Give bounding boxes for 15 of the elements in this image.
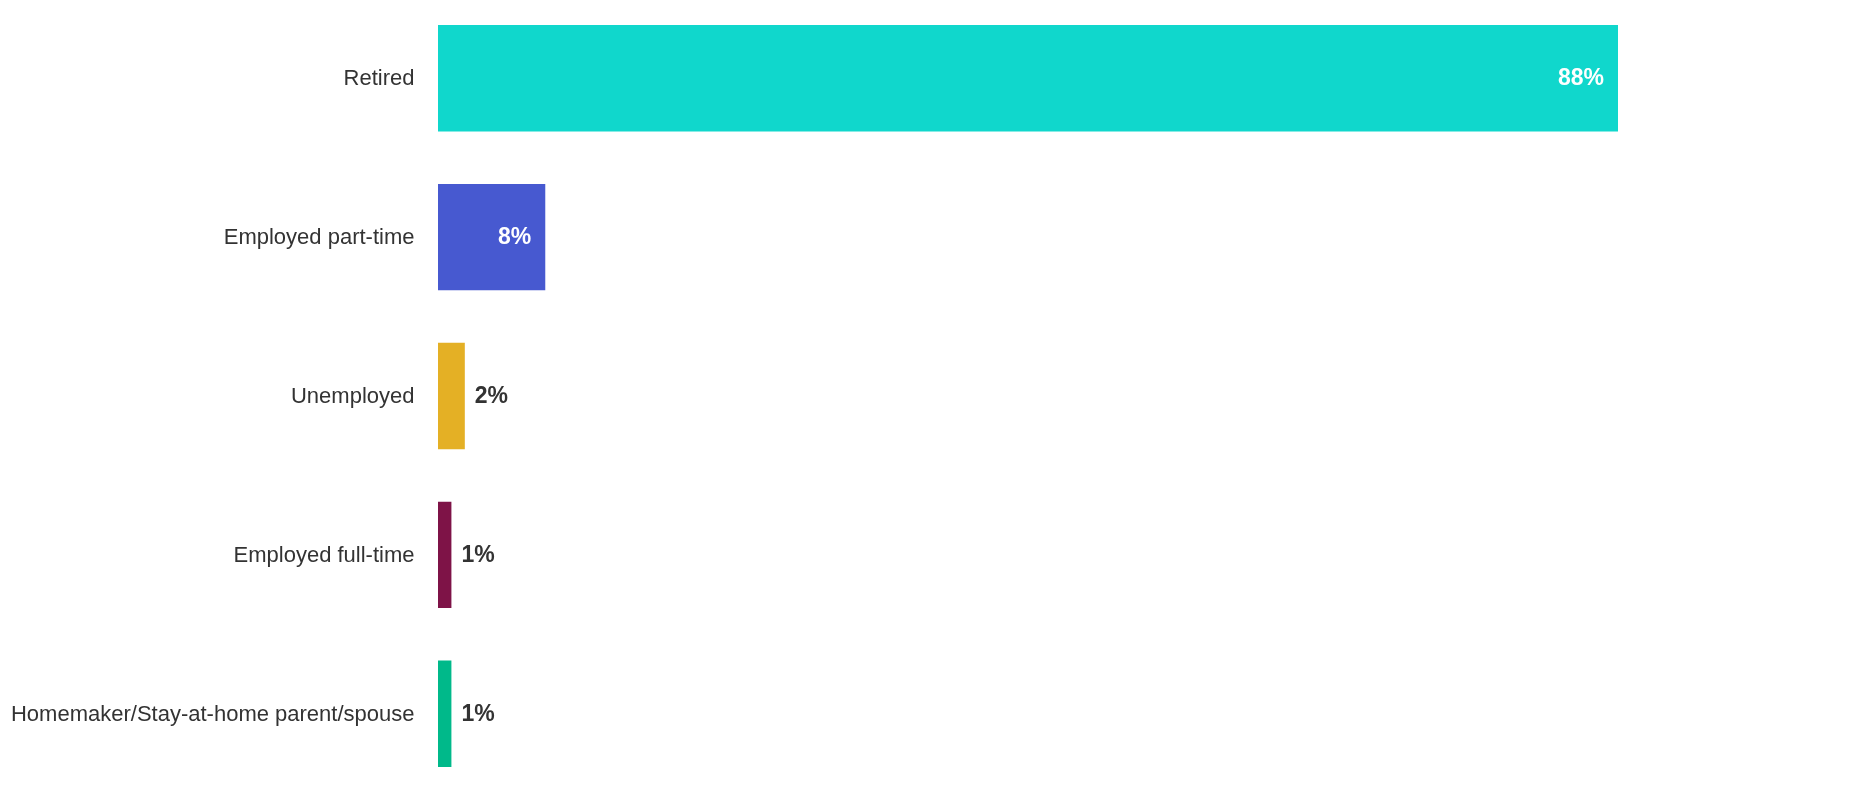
y-tick-label: Employed part-time [223,224,415,250]
bar [438,25,1618,132]
data-label: 1% [461,540,495,567]
y-tick-label: Employed full-time [233,541,415,567]
data-label: 88% [1557,64,1604,91]
bar [438,342,465,450]
y-tick-label: Retired [343,65,415,91]
y-tick-label: Homemaker/Stay-at-home parent/spouse [10,700,415,726]
bar [438,501,452,609]
bar [438,660,452,767]
data-label: 2% [474,382,509,408]
data-label: 1% [461,699,495,726]
y-tick-label: Unemployed [290,383,415,408]
data-label: 8% [498,223,532,250]
bar [438,183,546,291]
